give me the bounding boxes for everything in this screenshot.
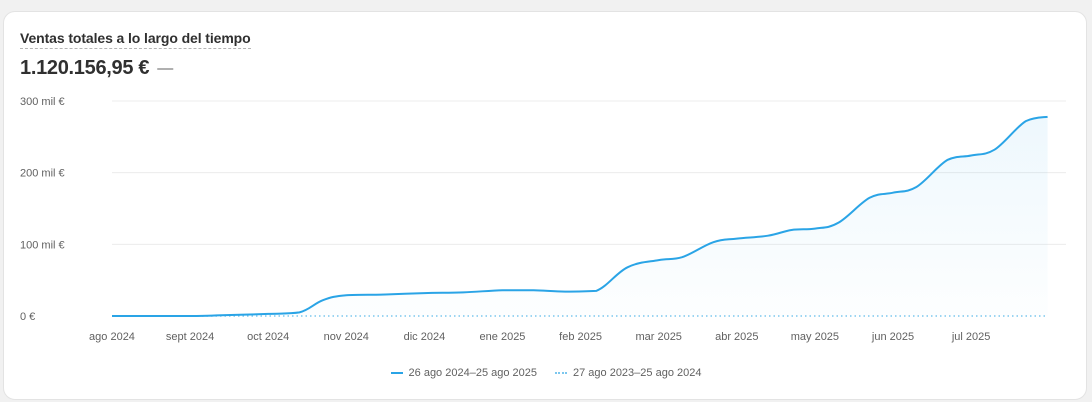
sales-over-time-card: Ventas totales a lo largo del tiempo 1.1… xyxy=(3,11,1087,400)
x-tick-label: nov 2024 xyxy=(324,331,369,343)
series-area-fill xyxy=(112,116,1048,316)
card-title[interactable]: Ventas totales a lo largo del tiempo xyxy=(20,30,251,49)
y-tick-label: 0 € xyxy=(20,311,35,323)
total-value-row: 1.120.156,95 € — xyxy=(20,57,173,80)
x-tick-label: dic 2024 xyxy=(404,331,446,343)
x-tick-label: may 2025 xyxy=(791,331,839,343)
x-tick-label: oct 2024 xyxy=(247,331,289,343)
y-tick-label: 300 mil € xyxy=(20,96,65,108)
x-tick-label: ago 2024 xyxy=(89,331,135,343)
y-tick-label: 100 mil € xyxy=(20,239,65,251)
chart-legend: 26 ago 2024–25 ago 2025 27 ago 2023–25 a… xyxy=(4,367,1088,379)
legend-label-previous: 27 ago 2023–25 ago 2024 xyxy=(573,367,702,379)
legend-item-previous[interactable]: 27 ago 2023–25 ago 2024 xyxy=(555,367,701,379)
sales-line-chart: 0 € 100 mil € 200 mil € 300 mil € ago 2024 s… xyxy=(20,96,1066,343)
y-tick-label: 200 mil € xyxy=(20,168,65,180)
x-tick-label: abr 2025 xyxy=(715,331,758,343)
x-tick-label: jun 2025 xyxy=(871,331,914,343)
legend-swatch-dotted xyxy=(555,372,567,374)
x-tick-label: jul 2025 xyxy=(951,331,991,343)
total-sales-value: 1.120.156,95 € xyxy=(20,57,150,79)
legend-label-current: 26 ago 2024–25 ago 2025 xyxy=(408,367,537,379)
legend-item-current[interactable]: 26 ago 2024–25 ago 2025 xyxy=(390,367,537,379)
x-tick-label: sept 2024 xyxy=(166,331,214,343)
x-tick-label: feb 2025 xyxy=(559,331,602,343)
x-tick-label: mar 2025 xyxy=(635,331,681,343)
x-tick-label: ene 2025 xyxy=(480,331,526,343)
comparison-delta: — xyxy=(157,59,174,77)
series-line-current-period xyxy=(111,115,1048,318)
legend-swatch-solid xyxy=(390,372,403,374)
